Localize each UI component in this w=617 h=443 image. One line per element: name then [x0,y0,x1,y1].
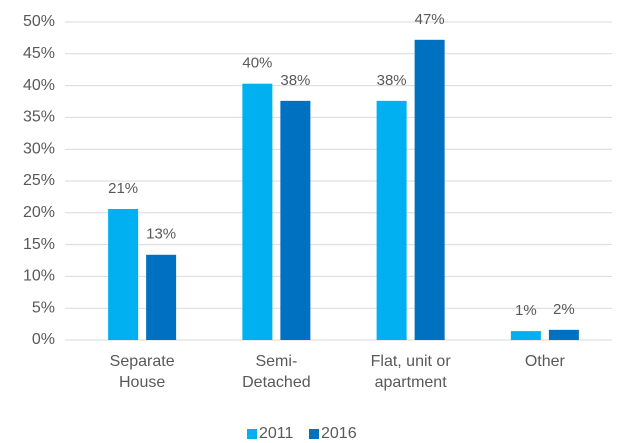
value-label: 1% [515,302,537,319]
value-label: 2% [553,301,575,318]
y-tick-label: 15% [23,236,55,253]
y-tick-label: 5% [32,299,55,316]
y-tick-label: 35% [23,109,55,126]
value-label: 38% [377,72,407,89]
y-tick-label: 25% [23,172,55,189]
legend-label: 2016 [321,425,357,442]
value-label: 13% [146,226,176,243]
legend-label: 2011 [259,425,294,442]
value-label: 38% [280,72,310,89]
x-tick-label: Other [524,353,565,370]
y-tick-label: 50% [23,13,55,30]
y-tick-label: 20% [23,204,55,221]
y-tick-label: 45% [23,45,55,62]
legend-swatch [309,429,319,439]
x-tick-label: Semi- Detached [242,353,311,391]
bar [376,100,407,340]
bar [548,329,579,340]
bar [414,39,445,341]
bar [108,208,139,340]
legend-swatch [247,429,257,439]
y-tick-label: 30% [23,140,55,157]
bar [280,100,311,340]
y-tick-label: 10% [23,268,55,285]
value-label: 47% [415,11,445,28]
bar [510,331,541,340]
x-tick-label: Separate House [109,353,175,391]
y-tick-label: 40% [23,77,55,94]
x-tick-label: Flat, unit or apartment [370,353,451,391]
y-tick-label: 0% [32,331,55,348]
value-label: 21% [108,180,138,197]
value-label: 40% [242,55,272,72]
bar [242,83,273,340]
bar [146,254,177,340]
